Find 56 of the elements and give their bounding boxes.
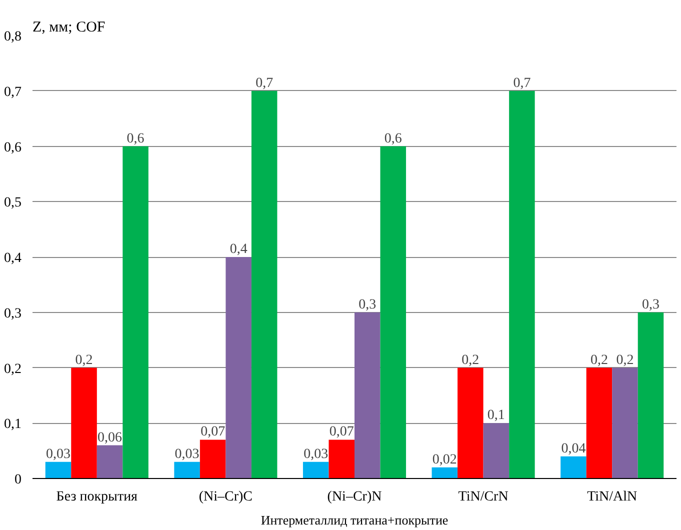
bar (302, 462, 329, 478)
y-tick-label: 0,8 (4, 30, 22, 44)
bar (458, 368, 484, 478)
bar (174, 462, 200, 478)
data-label: 0,07 (200, 424, 226, 440)
data-label: 0,3 (358, 297, 376, 312)
bar (45, 462, 72, 478)
y-tick-label: 0,7 (4, 84, 22, 100)
y-tick-label: 0,2 (4, 362, 22, 377)
bar (354, 312, 380, 478)
data-label: 0,2 (616, 352, 634, 368)
x-tick-label: (Ni–Cr)C (198, 490, 253, 504)
bar (122, 146, 148, 478)
data-label: 0,7 (256, 76, 274, 91)
bar (96, 445, 123, 478)
data-label: 0,7 (513, 76, 531, 91)
bar (638, 312, 664, 478)
y-tick-label: 0,4 (4, 251, 22, 266)
y-axis-title: Z, мм; COF (32, 20, 106, 36)
data-label: 0,2 (590, 352, 608, 368)
y-tick-label: 0,6 (4, 140, 22, 156)
data-label: 0,4 (230, 242, 248, 257)
data-label: 0,02 (432, 452, 457, 468)
bar (251, 90, 278, 478)
x-axis-title: Интерметаллид титана+покрытие (260, 512, 448, 528)
bar (432, 467, 458, 478)
x-tick-label: TiN/CrN (458, 490, 508, 504)
x-tick-label: Без покрытия (56, 490, 138, 504)
bar (560, 456, 586, 478)
data-label: 0,2 (75, 352, 93, 368)
data-label: 0,3 (642, 297, 660, 312)
y-tick-label: 0,1 (4, 417, 22, 432)
data-label: 0,03 (174, 446, 200, 462)
bar (586, 368, 612, 478)
data-label: 0,03 (304, 446, 328, 462)
bar (612, 368, 638, 478)
bar (200, 440, 226, 478)
y-tick-label: 0,3 (4, 306, 22, 322)
data-label: 0,6 (384, 131, 402, 146)
bar (509, 90, 535, 478)
x-tick-label: TiN/AlN (587, 490, 638, 504)
data-label: 0,2 (462, 352, 480, 368)
bar (71, 368, 97, 478)
bar (380, 146, 406, 478)
x-tick-label: (Ni–Cr)N (327, 490, 382, 504)
data-label: 0,03 (46, 446, 71, 462)
data-label: 0,1 (487, 408, 505, 424)
y-tick-label: 0,5 (4, 196, 22, 211)
y-tick-label: 0 (14, 472, 22, 488)
bar (328, 440, 354, 478)
bar (226, 257, 252, 478)
data-label: 0,06 (98, 430, 122, 446)
data-label: 0,6 (126, 131, 144, 146)
data-label: 0,04 (561, 441, 586, 456)
bar (483, 423, 510, 478)
data-label: 0,07 (329, 424, 354, 440)
